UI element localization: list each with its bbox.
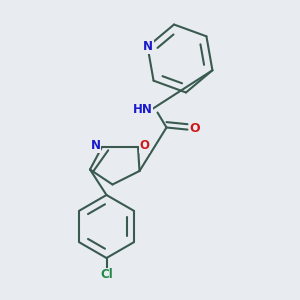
Text: N: N — [90, 139, 100, 152]
Text: O: O — [140, 139, 150, 152]
Text: O: O — [190, 122, 200, 135]
Text: HN: HN — [133, 103, 152, 116]
Text: Cl: Cl — [100, 268, 113, 281]
Text: N: N — [142, 40, 153, 53]
